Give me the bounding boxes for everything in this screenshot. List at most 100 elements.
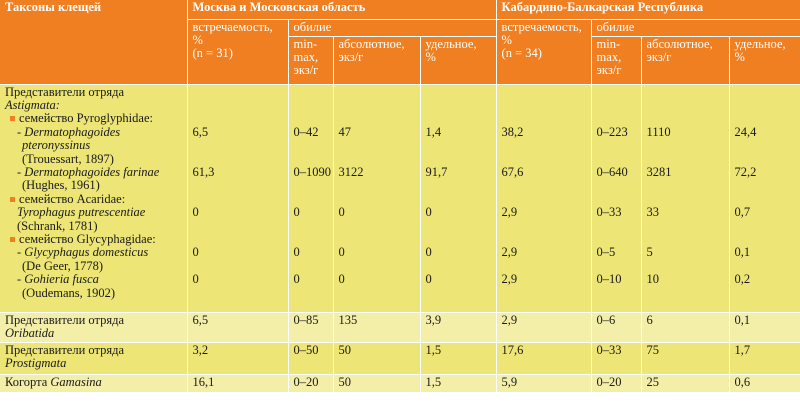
row-astigmata: Представители отряда Astigmata: семейств… [0, 84, 800, 313]
value-dfar: 67,6 [501, 164, 524, 179]
oribatida-occ-moscow: 6,5 [187, 312, 289, 343]
value-dfar: 72,2 [734, 164, 757, 179]
spacer [294, 219, 330, 232]
gamasina-rel-kbr: 0,6 [729, 374, 800, 393]
spacer [735, 179, 797, 192]
spacer [597, 260, 638, 273]
spacer [502, 139, 588, 152]
spacer [597, 86, 638, 99]
value-tyro: 0 [338, 205, 345, 220]
value-glyc: 0 [338, 245, 345, 260]
dpter-line1: - Dermatophagoides [17, 124, 121, 139]
spacer [597, 99, 638, 112]
value-dpter: 47 [338, 124, 352, 139]
col-relative-moscow: 1,4 91,7 0 0 0 [420, 84, 497, 313]
pyroglyphidae-label: семейство Pyroglyphidae: [19, 111, 153, 126]
spacer [426, 112, 493, 125]
value-gohi: 10 [646, 272, 660, 287]
col-occurrence-moscow: 6,5 61,3 0 0 0 [187, 84, 289, 313]
spacer [647, 233, 726, 246]
value-tyro: 0 [293, 205, 300, 220]
value-dpter: 1,4 [425, 124, 442, 139]
value-dpter: 1110 [646, 124, 671, 139]
spacer [339, 99, 417, 112]
spacer [294, 139, 330, 152]
spacer [597, 112, 638, 125]
spacer [193, 86, 285, 99]
rel2-l1: удельное, [734, 36, 786, 51]
header-minmax-moscow: min- max, экз/г [288, 36, 334, 85]
oribatida-minmax-kbr: 0–6 [591, 312, 642, 343]
value-dfar: 91,7 [425, 164, 448, 179]
mm1-l2: max, [293, 49, 319, 64]
spacer [647, 152, 726, 165]
col-relative-kbr: 24,4 72,2 0,7 0,1 0,2 [729, 84, 800, 313]
header-absolute-moscow: абсолютное, экз/г [333, 36, 421, 85]
oribatida-rel-kbr: 0,1 [729, 312, 800, 343]
value-tyro: 0 [192, 205, 199, 220]
spacer [735, 86, 797, 99]
spacer [647, 112, 726, 125]
spacer [502, 219, 588, 232]
spacer [426, 179, 493, 192]
value-gohi: 0 [425, 272, 432, 287]
spacer [426, 286, 493, 299]
abs2-l2: экз/г [646, 49, 672, 64]
occ1-line2: % [192, 32, 203, 47]
occ2-line1: встречаемость, [501, 19, 582, 34]
pyroglyphidae-family: семейство Pyroglyphidae: [5, 112, 184, 125]
spacer [426, 260, 493, 273]
value-gohi: 0,2 [734, 272, 751, 287]
glycyphagidae-label: семейство Glycyphagidae: [19, 231, 156, 246]
spacer [647, 286, 726, 299]
value-gohi: 0 [338, 272, 345, 287]
acaridae-label: семейство Acaridae: [19, 191, 126, 206]
spacer [193, 179, 285, 192]
col-occurrence-kbr: 38,2 67,6 2,9 2,9 2,9 [496, 84, 592, 313]
prostigmata-abs-moscow: 50 [333, 342, 421, 375]
col-absolute-moscow: 47 3122 0 0 0 [333, 84, 421, 313]
spacer [426, 219, 493, 232]
mites-table: Таксоны клещей Москва и Московская облас… [0, 0, 800, 393]
spacer [294, 152, 330, 165]
gohi-author: (Oudemans, 1902) [22, 285, 116, 300]
header-region-kbr: Кабардино-Балкарская Республика [496, 0, 800, 20]
prostigmata-abs-kbr: 75 [641, 342, 730, 375]
spacer [339, 112, 417, 125]
header-absolute-kbr: абсолютное, экз/г [641, 36, 730, 85]
gamasina-occ-kbr: 5,9 [496, 374, 592, 393]
spacer [426, 193, 493, 206]
oribatida-abs-moscow: 135 [333, 312, 421, 343]
header-row-3: min- max, экз/г абсолютное, экз/г удельн… [0, 36, 800, 85]
prostigmata-minmax-moscow: 0–50 [288, 342, 334, 375]
prostigmata-taxa: Представители отряда Prostigmata [0, 342, 188, 375]
spacer [735, 152, 797, 165]
occ1-line1: встречаемость, [192, 19, 273, 34]
mm1-l1: min- [293, 36, 318, 51]
glycyphagidae-family: семейство Glycyphagidae: [5, 231, 184, 246]
spacer [597, 139, 638, 152]
value-dfar: 61,3 [192, 164, 215, 179]
spacer [426, 99, 493, 112]
spacer [597, 219, 638, 232]
header-relative-kbr: удельное, % [729, 36, 800, 85]
astigmata-taxa: Представители отряда Astigmata: семейств… [0, 84, 188, 313]
bullet-icon [10, 196, 15, 202]
tyro-line1: Tyrophagus putrescentiae [17, 205, 146, 220]
gohi-line1: - Gohieria fusca [17, 272, 99, 287]
col-absolute-kbr: 1110 3281 33 5 10 [641, 84, 730, 313]
gamasina-name: Gamasina [50, 374, 102, 389]
gamasina-minmax-moscow: 0–20 [288, 374, 334, 393]
gamasina-label: Когорта [5, 374, 51, 389]
value-tyro: 2,9 [501, 205, 518, 220]
value-dfar: 3122 [338, 164, 364, 179]
spacer [647, 139, 726, 152]
spacer [735, 260, 797, 273]
oribatida-abs-kbr: 6 [641, 312, 730, 343]
header-occurrence-kbr: встречаемость, % (n = 34) [496, 19, 592, 85]
spacer [193, 139, 285, 152]
value-gohi: 2,9 [501, 272, 518, 287]
spacer [339, 233, 417, 246]
spacer [502, 193, 588, 206]
oribatida-rel-moscow: 3,9 [420, 312, 497, 343]
